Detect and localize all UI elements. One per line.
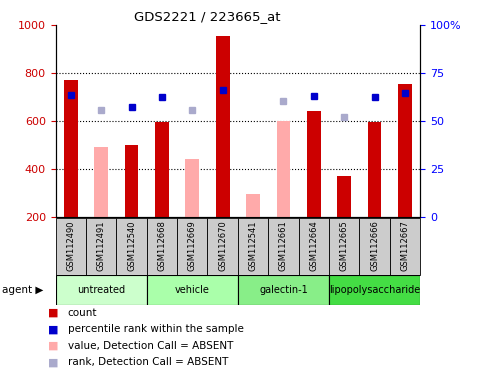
Bar xyxy=(116,218,147,275)
Text: rank, Detection Call = ABSENT: rank, Detection Call = ABSENT xyxy=(68,358,228,367)
Text: agent ▶: agent ▶ xyxy=(2,285,44,295)
Bar xyxy=(86,218,116,275)
Text: ■: ■ xyxy=(48,358,59,367)
Bar xyxy=(155,122,169,217)
Text: ■: ■ xyxy=(48,308,59,318)
Bar xyxy=(64,80,78,217)
Bar xyxy=(238,218,268,275)
Bar xyxy=(208,218,238,275)
Text: count: count xyxy=(68,308,97,318)
Text: value, Detection Call = ABSENT: value, Detection Call = ABSENT xyxy=(68,341,233,351)
Bar xyxy=(359,218,390,275)
Bar xyxy=(298,218,329,275)
Bar xyxy=(329,218,359,275)
Text: galectin-1: galectin-1 xyxy=(259,285,308,295)
Bar xyxy=(94,147,108,217)
Text: percentile rank within the sample: percentile rank within the sample xyxy=(68,324,243,334)
Bar xyxy=(147,218,177,275)
Bar xyxy=(338,176,351,217)
Bar xyxy=(147,275,238,305)
Text: GSM112661: GSM112661 xyxy=(279,220,288,271)
Text: untreated: untreated xyxy=(77,285,125,295)
Bar xyxy=(56,275,147,305)
Text: GSM112665: GSM112665 xyxy=(340,220,349,271)
Text: GSM112670: GSM112670 xyxy=(218,220,227,271)
Bar xyxy=(185,159,199,217)
Text: GSM112541: GSM112541 xyxy=(249,220,257,270)
Bar xyxy=(390,218,420,275)
Bar xyxy=(268,218,298,275)
Text: GSM112668: GSM112668 xyxy=(157,220,167,271)
Text: GSM112540: GSM112540 xyxy=(127,220,136,270)
Text: GDS2221 / 223665_at: GDS2221 / 223665_at xyxy=(134,10,281,23)
Text: ■: ■ xyxy=(48,341,59,351)
Text: GSM112491: GSM112491 xyxy=(97,220,106,270)
Bar xyxy=(177,218,208,275)
Text: lipopolysaccharide: lipopolysaccharide xyxy=(329,285,420,295)
Text: vehicle: vehicle xyxy=(175,285,210,295)
Bar xyxy=(368,122,382,217)
Text: GSM112667: GSM112667 xyxy=(400,220,410,271)
Bar xyxy=(398,84,412,217)
Text: ■: ■ xyxy=(48,324,59,334)
Bar xyxy=(246,194,260,217)
Text: GSM112669: GSM112669 xyxy=(188,220,197,271)
Bar xyxy=(125,145,138,217)
Bar xyxy=(277,121,290,217)
Bar xyxy=(216,36,229,217)
Text: GSM112666: GSM112666 xyxy=(370,220,379,271)
Bar xyxy=(56,218,86,275)
Text: GSM112664: GSM112664 xyxy=(309,220,318,271)
Bar xyxy=(329,275,420,305)
Bar xyxy=(238,275,329,305)
Bar xyxy=(307,111,321,217)
Text: GSM112490: GSM112490 xyxy=(66,220,75,270)
